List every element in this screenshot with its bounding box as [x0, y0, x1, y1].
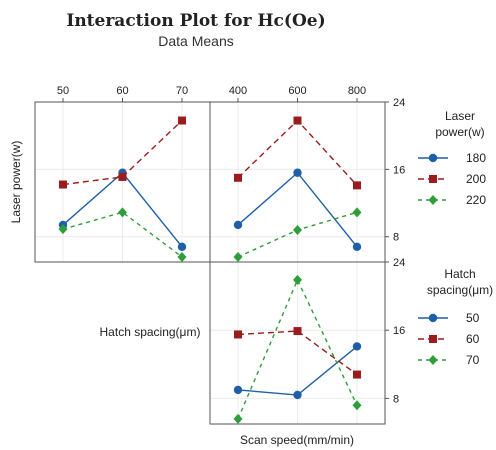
legend-item-label: 50: [466, 311, 480, 325]
x-tick-label: 400: [229, 85, 247, 97]
legend-title: spacing(μm): [427, 283, 493, 297]
x-axis-label-scan-speed: Scan speed(mm/min): [240, 433, 354, 447]
legend-item-label: 60: [466, 332, 480, 346]
row-label-laser-power: Laser power(w): [9, 141, 23, 224]
data-point-hatch-vs-laser-200: [118, 172, 127, 181]
data-point-hatch-vs-laser-200: [59, 180, 67, 189]
series-line-scan-vs-hatch-70: [237, 278, 358, 420]
data-point-scan-vs-laser-220: [352, 207, 362, 218]
ticks-layer: 50 60 70 400 600 800 8 16 24 8 16 24: [57, 85, 405, 405]
y-tick-label: 24: [393, 97, 405, 109]
y-tick-label: 8: [393, 232, 399, 244]
data-point-hatch-vs-laser-220: [177, 251, 187, 262]
x-tick-label: 800: [348, 85, 366, 97]
data-point-scan-vs-laser-180: [352, 242, 362, 252]
data-point-hatch-vs-laser-220: [118, 207, 127, 218]
legend-item-label: 70: [466, 353, 480, 367]
data-point-hatch-vs-laser-180: [177, 242, 187, 252]
chart-title: Interaction Plot for Hc(Oe): [66, 11, 325, 31]
data-point-scan-vs-laser-220: [293, 225, 302, 235]
legend-marker: [428, 195, 438, 205]
data-point-scan-vs-hatch-50: [233, 385, 243, 395]
series-layer: [58, 116, 362, 424]
data-point-scan-vs-hatch-50: [293, 390, 302, 400]
data-point-scan-vs-hatch-50: [352, 342, 362, 351]
data-point-hatch-vs-laser-220: [58, 224, 68, 235]
legend-marker: [428, 355, 438, 365]
legend-title: Laser: [445, 109, 475, 123]
data-point-scan-vs-hatch-60: [293, 327, 302, 336]
legend-item-label: 180: [466, 151, 486, 165]
data-point-scan-vs-hatch-70: [233, 413, 243, 424]
data-point-hatch-vs-laser-200: [178, 116, 186, 125]
data-point-scan-vs-laser-180: [293, 168, 302, 177]
y-tick-label: 8: [393, 393, 399, 405]
legend-layer: Laser power(w) 180 200 220 Hatch spacing(μm) 50…: [418, 109, 493, 367]
data-point-scan-vs-laser-220: [233, 251, 243, 262]
legend-title: power(w): [435, 125, 484, 139]
series-line-hatch-vs-laser-200: [62, 120, 183, 186]
panel-frame-scan-vs-hatch: [209, 261, 386, 425]
chart-subtitle: Data Means: [158, 33, 233, 49]
data-point-scan-vs-hatch-60: [234, 330, 242, 339]
legend-marker: [428, 313, 438, 323]
legend-title: Hatch: [444, 267, 475, 281]
y-tick-label: 16: [393, 164, 405, 176]
legend-marker: [429, 335, 437, 343]
x-tick-label: 60: [116, 85, 128, 97]
x-tick-label: 70: [176, 85, 188, 97]
data-point-scan-vs-laser-200: [353, 181, 361, 190]
legend-marker: [428, 153, 438, 163]
data-point-scan-vs-laser-200: [234, 173, 242, 182]
data-point-scan-vs-hatch-70: [352, 400, 362, 411]
data-point-scan-vs-laser-180: [233, 220, 243, 230]
data-point-scan-vs-hatch-60: [353, 370, 361, 379]
data-point-scan-vs-laser-200: [293, 116, 302, 125]
data-point-scan-vs-hatch-70: [293, 274, 302, 285]
x-tick-label: 600: [288, 85, 306, 97]
y-tick-label: 16: [393, 325, 405, 337]
legend-marker: [429, 175, 437, 183]
legend-item-label: 220: [466, 193, 486, 207]
legend-item-label: 200: [466, 172, 486, 186]
x-tick-label: 50: [57, 85, 69, 97]
y-tick-label: 24: [393, 257, 405, 269]
row-label-hatch-spacing: Hatch spacing(μm): [100, 325, 201, 339]
